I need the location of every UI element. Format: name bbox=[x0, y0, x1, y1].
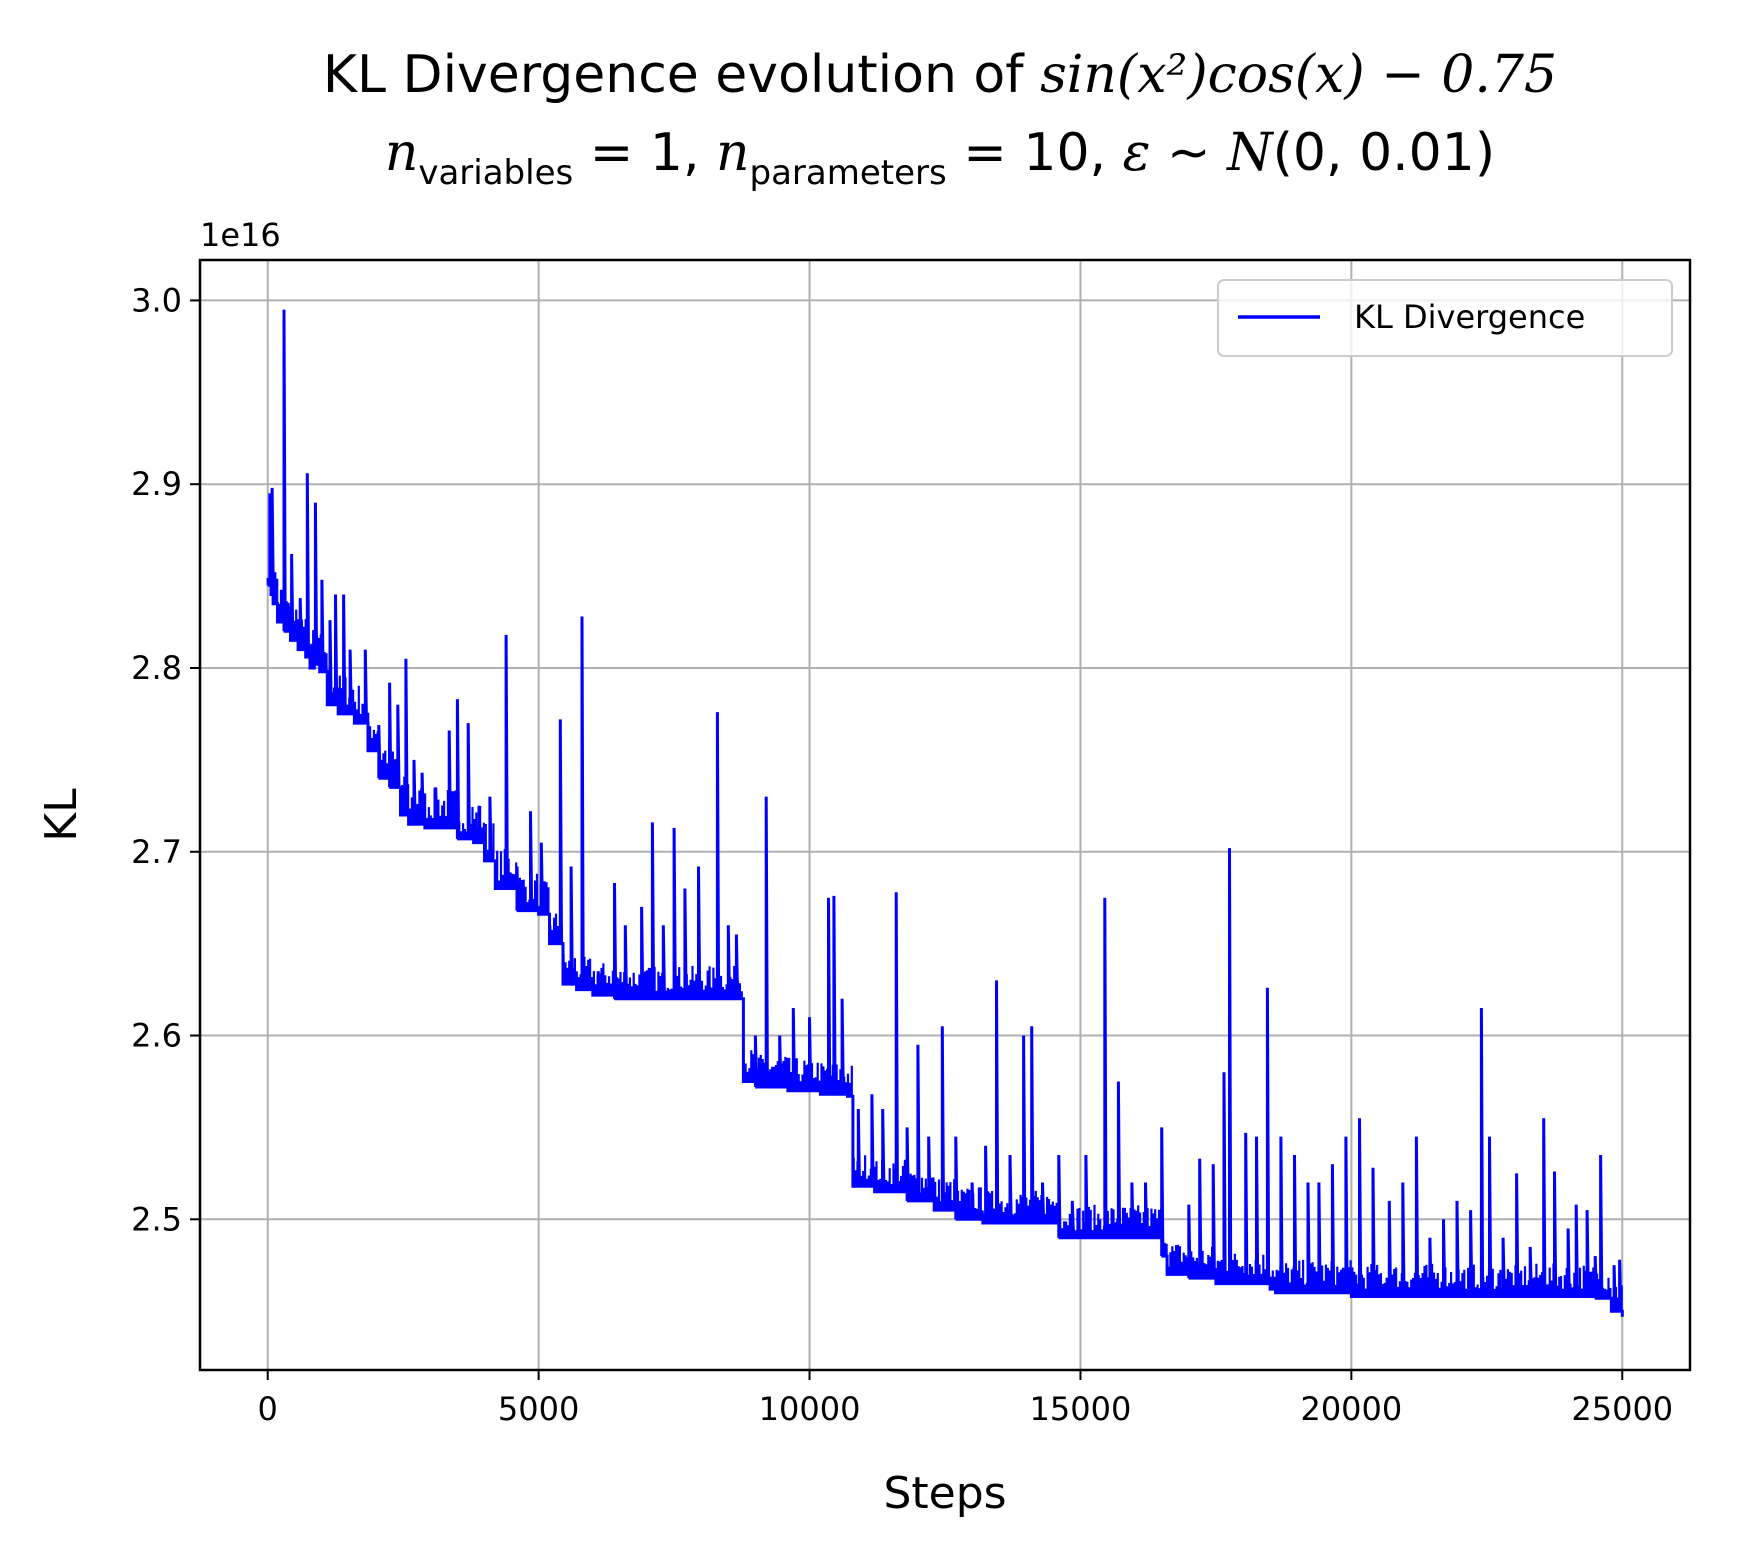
chart-title-line-1: KL Divergence evolution of sin(x²)cos(x)… bbox=[323, 45, 1557, 105]
y-tick-label: 2.9 bbox=[131, 465, 182, 503]
y-tick-label: 2.8 bbox=[131, 649, 182, 687]
x-axis-label: Steps bbox=[883, 1468, 1006, 1519]
x-tick-label: 20000 bbox=[1300, 1390, 1402, 1428]
legend: KL Divergence bbox=[1217, 279, 1673, 357]
x-tick-label: 15000 bbox=[1030, 1390, 1132, 1428]
y-axis-label: KL bbox=[36, 788, 87, 842]
x-tick-label: 10000 bbox=[759, 1390, 861, 1428]
y-offset-label: 1e16 bbox=[200, 216, 281, 254]
y-tick-label: 2.5 bbox=[131, 1200, 182, 1238]
legend-label: KL Divergence bbox=[1354, 298, 1585, 336]
y-tick-label: 2.7 bbox=[131, 833, 182, 871]
x-tick-label: 5000 bbox=[498, 1390, 579, 1428]
data-line-layer bbox=[266, 309, 1624, 1317]
chart-title-formula: sin(x²)cos(x) − 0.75 bbox=[1040, 45, 1557, 105]
chart-title-prefix: KL Divergence evolution of bbox=[323, 45, 1040, 105]
y-tick-label: 2.6 bbox=[131, 1017, 182, 1055]
x-tick-label: 0 bbox=[258, 1390, 278, 1428]
legend-box bbox=[1217, 279, 1673, 357]
y-tick-label: 3.0 bbox=[131, 281, 182, 319]
axes-frame bbox=[198, 258, 1692, 1372]
chart-title-line-2: nvariables = 1, nparameters = 10, ε ~ N(… bbox=[385, 123, 1495, 193]
kl-divergence-line bbox=[267, 309, 1624, 1317]
x-tick-label: 25000 bbox=[1571, 1390, 1673, 1428]
tick-layer: 0 5000 10000 15000 20000 25000 2.5 2.6 2.7 2.8 2.9… bbox=[131, 281, 1673, 1428]
